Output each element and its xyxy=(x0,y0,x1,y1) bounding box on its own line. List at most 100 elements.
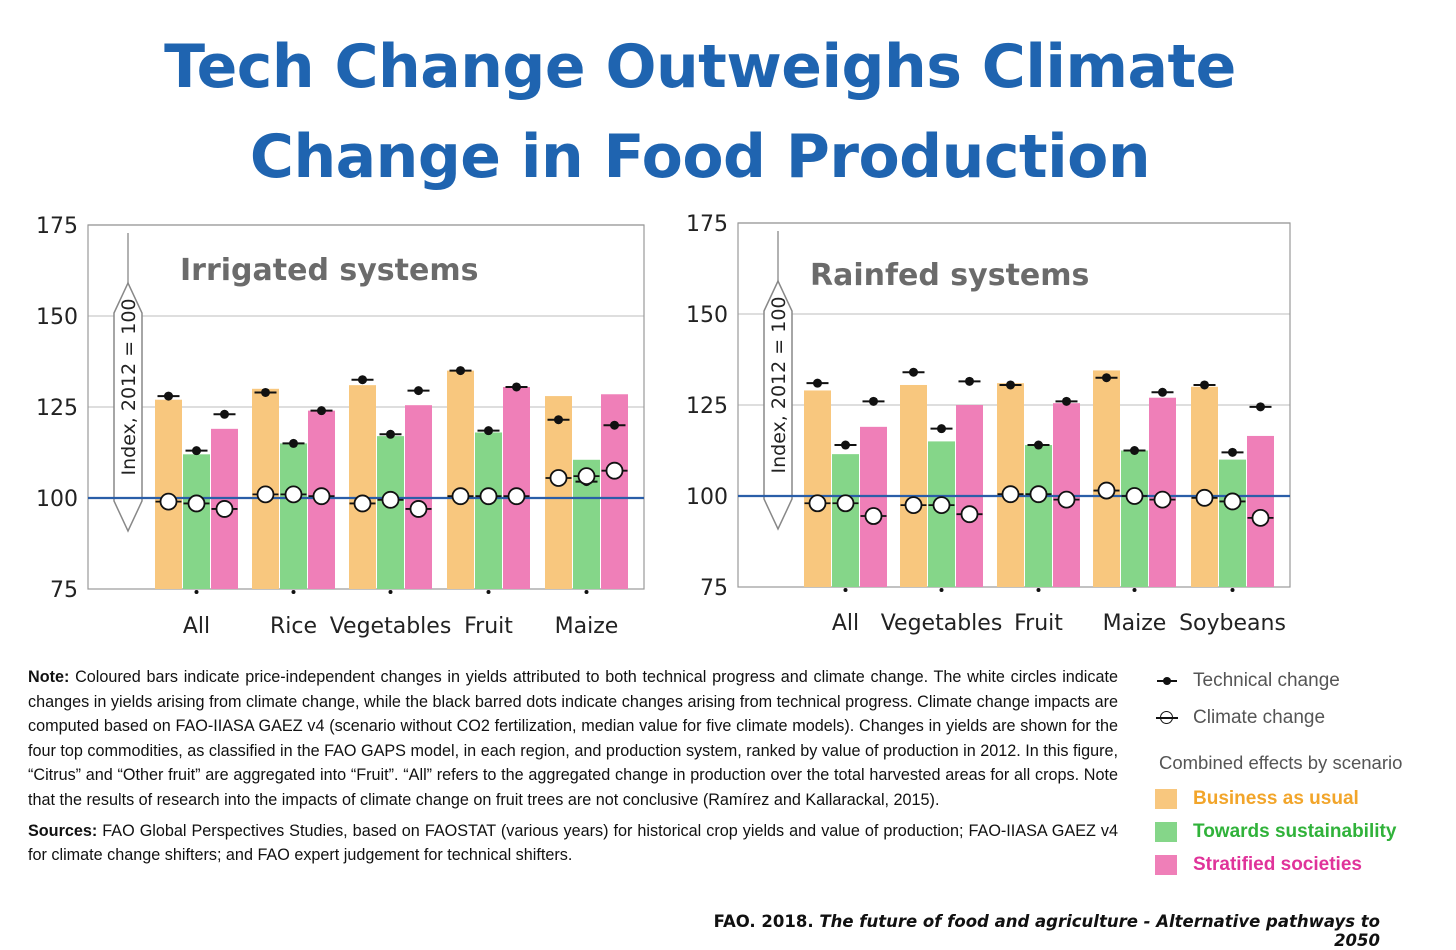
category-tick xyxy=(291,590,296,594)
barred-dot-icon xyxy=(1155,669,1179,693)
bar xyxy=(545,396,572,589)
category-tick xyxy=(1230,588,1235,592)
legend: Technical change Climate change Combined… xyxy=(1155,662,1455,881)
climate-change-circle xyxy=(1223,492,1242,511)
y-tick-label: 150 xyxy=(686,303,728,328)
category-label: Vegetables xyxy=(881,611,1003,636)
climate-change-circle xyxy=(932,496,951,515)
bar xyxy=(804,390,831,587)
climate-change-circle xyxy=(215,500,234,518)
legend-business-as-usual: Business as usual xyxy=(1155,782,1455,815)
technical-change-dot xyxy=(414,386,423,396)
bar xyxy=(1121,450,1148,587)
bar xyxy=(997,383,1024,587)
climate-change-circle xyxy=(960,505,979,524)
climate-change-circle xyxy=(256,485,275,504)
panel-title: Irrigated systems xyxy=(180,253,478,288)
citation-title: The future of food and agriculture - Alt… xyxy=(819,912,1380,950)
climate-change-circle xyxy=(479,487,498,506)
bar xyxy=(1191,386,1218,587)
technical-change-dot xyxy=(909,367,918,377)
technical-change-dot xyxy=(456,366,465,376)
technical-change-dot xyxy=(869,396,878,406)
climate-change-circle xyxy=(353,494,372,513)
category-label: Soybeans xyxy=(1179,611,1286,636)
climate-change-circle xyxy=(577,467,596,486)
note-paragraph: Note: Coloured bars indicate price-indep… xyxy=(28,665,1118,813)
technical-change-dot xyxy=(1102,373,1111,383)
technical-change-dot xyxy=(1034,440,1043,450)
bar xyxy=(447,370,474,589)
climate-change-circle xyxy=(808,494,827,513)
climate-change-circle xyxy=(1125,487,1144,505)
y-tick-label: 100 xyxy=(686,485,728,510)
climate-change-circle xyxy=(836,494,855,513)
category-label: All xyxy=(832,611,859,636)
technical-change-dot xyxy=(1256,402,1265,412)
bar xyxy=(1219,459,1246,587)
climate-change-circle xyxy=(507,487,526,506)
technical-change-dot xyxy=(1062,396,1071,406)
climate-change-circle xyxy=(605,461,624,480)
category-tick xyxy=(388,590,393,594)
y-tick-label: 100 xyxy=(36,487,78,512)
technical-change-dot xyxy=(1158,387,1167,397)
climate-change-circle xyxy=(284,485,303,504)
y-axis-label-box xyxy=(113,281,143,533)
bar xyxy=(280,443,307,589)
climate-change-circle xyxy=(1251,508,1270,527)
technical-change-dot xyxy=(841,440,850,450)
climate-change-circle xyxy=(904,496,923,515)
sources-label: Sources: xyxy=(28,821,98,840)
technical-change-dot xyxy=(261,387,270,397)
bar xyxy=(900,384,927,587)
technical-change-dot xyxy=(554,415,563,425)
technical-change-dot xyxy=(164,391,173,401)
technical-change-dot xyxy=(358,375,367,385)
technical-change-dot xyxy=(317,406,326,416)
y-tick-label: 125 xyxy=(686,394,728,419)
technical-change-dot xyxy=(813,378,822,388)
technical-change-dot xyxy=(1200,380,1209,390)
sources-paragraph: Sources: FAO Global Perspectives Studies… xyxy=(28,819,1118,868)
category-label: Rice xyxy=(270,614,317,639)
climate-change-circle xyxy=(312,487,331,506)
y-tick-label: 75 xyxy=(700,576,728,601)
y-axis-label: Index, 2012 = 100 xyxy=(118,298,140,475)
bar xyxy=(1093,370,1120,587)
y-axis-label-box xyxy=(763,279,793,531)
category-label: Fruit xyxy=(464,614,513,639)
bar xyxy=(349,385,376,589)
bar xyxy=(860,426,887,587)
category-tick xyxy=(1036,588,1041,592)
title-line-1: Tech Change Outweighs Climate xyxy=(164,32,1236,102)
technical-change-dot xyxy=(1130,446,1139,455)
climate-change-circle xyxy=(1057,490,1076,509)
legend-bau-label: Business as usual xyxy=(1193,787,1359,809)
climate-change-circle xyxy=(1153,490,1172,509)
technical-change-dot xyxy=(1006,380,1015,390)
figure-note: Note: Coloured bars indicate price-indep… xyxy=(28,665,1118,868)
bar xyxy=(1025,445,1052,587)
category-tick xyxy=(194,590,199,594)
climate-change-circle xyxy=(549,469,568,487)
climate-change-circle xyxy=(451,487,470,506)
category-label: All xyxy=(183,614,210,639)
y-tick-label: 75 xyxy=(50,578,78,603)
category-label: Maize xyxy=(1103,611,1167,636)
category-tick xyxy=(939,588,944,592)
climate-change-circle xyxy=(1029,485,1048,504)
technical-change-dot xyxy=(1228,447,1237,457)
panel-title: Rainfed systems xyxy=(810,258,1089,293)
y-tick-label: 175 xyxy=(686,212,728,237)
citation-prefix: FAO. 2018. xyxy=(713,912,814,931)
climate-change-circle xyxy=(864,507,883,525)
bar xyxy=(475,432,502,589)
legend-combined-heading: Combined effects by scenario xyxy=(1159,752,1403,773)
bau-swatch xyxy=(1155,788,1177,809)
technical-change-dot xyxy=(512,382,521,392)
climate-change-circle xyxy=(1195,488,1214,507)
open-circle-icon xyxy=(1155,706,1179,730)
technical-change-dot xyxy=(386,429,395,439)
page-title: Tech Change Outweighs Climate Change in … xyxy=(0,22,1400,202)
